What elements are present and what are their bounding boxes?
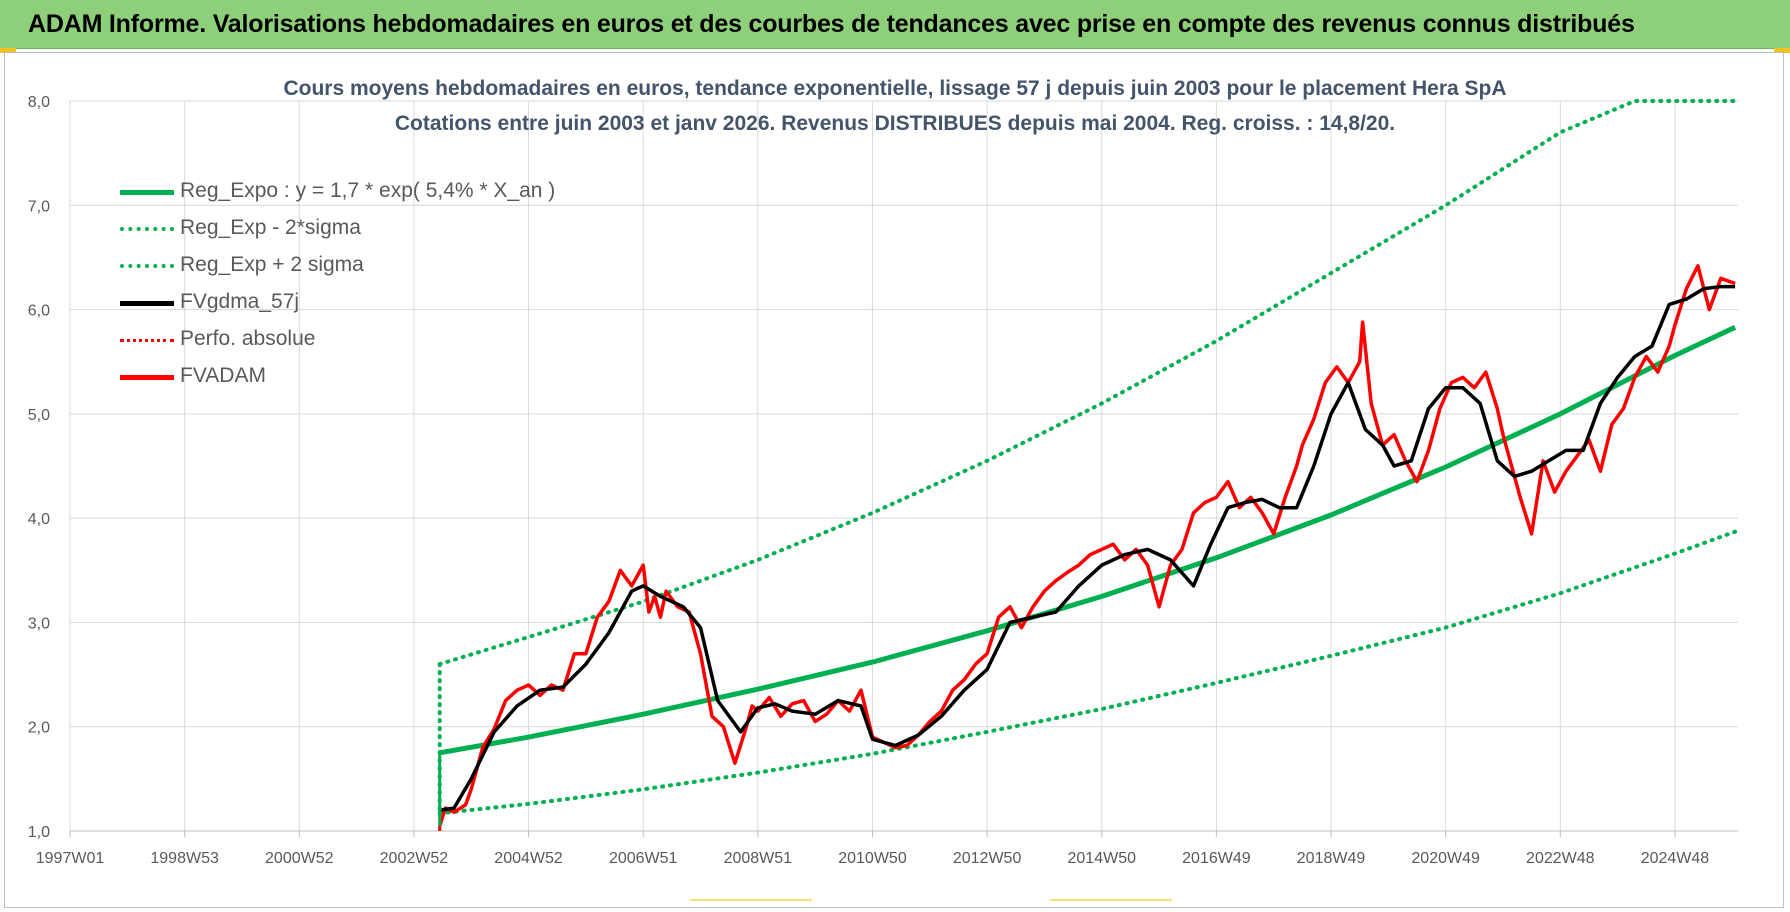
corner-mark-left xyxy=(0,48,16,53)
legend-swatch-fvgdma xyxy=(120,301,174,306)
y-tick-label: 8,0 xyxy=(28,94,50,111)
x-tick-label: 2012W50 xyxy=(953,850,1022,867)
x-tick-label: 2020W49 xyxy=(1411,850,1480,867)
legend-label-reg-exp-minus: Reg_Exp - 2*sigma xyxy=(180,216,361,239)
legend-label-reg-expo: Reg_Expo : y = 1,7 * exp( 5,4% * X_an ) xyxy=(180,179,556,202)
legend-swatch-fvadam xyxy=(120,375,174,380)
header-banner: ADAM Informe. Valorisations hebdomadaire… xyxy=(0,0,1790,49)
y-tick-label: 1,0 xyxy=(28,824,50,841)
y-tick-label: 5,0 xyxy=(28,407,50,424)
legend-label-fvgdma: FVgdma_57j xyxy=(180,290,300,313)
x-tick-label: 2000W52 xyxy=(265,850,334,867)
series-fvadam xyxy=(438,264,1736,827)
legend-swatch-reg-exp-plus xyxy=(120,264,174,268)
legend-swatch-perfo-absolue xyxy=(120,339,174,342)
y-tick-label: 4,0 xyxy=(28,511,50,528)
legend-label-fvadam: FVADAM xyxy=(180,364,266,387)
x-tick-label: 2018W49 xyxy=(1297,850,1366,867)
x-tick-label: 2010W50 xyxy=(838,850,907,867)
x-tick-label: 2002W52 xyxy=(380,850,449,867)
x-tick-label: 2006W51 xyxy=(609,850,678,867)
y-tick-label: 2,0 xyxy=(28,720,50,737)
x-tick-label: 2004W52 xyxy=(494,850,563,867)
banner-title: ADAM Informe. Valorisations hebdomadaire… xyxy=(28,10,1635,38)
y-tick-label: 7,0 xyxy=(28,198,50,215)
series-reg-exp-plus xyxy=(437,99,1738,667)
legend-label-reg-exp-plus: Reg_Exp + 2 sigma xyxy=(180,253,364,276)
chart-title: Cours moyens hebdomadaires en euros, ten… xyxy=(283,77,1507,100)
x-tick-label: 2014W50 xyxy=(1068,850,1137,867)
x-tick-label: 2016W49 xyxy=(1182,850,1251,867)
x-tick-label: 2008W51 xyxy=(724,850,793,867)
decor-mark xyxy=(1050,899,1172,901)
legend-swatch-reg-expo xyxy=(120,190,174,195)
series-reg-exp-minus xyxy=(437,529,1738,816)
x-tick-label: 2022W48 xyxy=(1526,850,1595,867)
x-tick-label: 2024W48 xyxy=(1641,850,1710,867)
x-tick-label: 1998W53 xyxy=(150,850,219,867)
corner-mark-right xyxy=(1774,48,1790,53)
decor-mark xyxy=(690,899,812,901)
y-tick-label: 6,0 xyxy=(28,303,50,320)
x-tick-label: 1997W01 xyxy=(36,850,105,867)
chart-frame xyxy=(4,52,1784,908)
series-fvgdma xyxy=(439,284,1736,812)
legend-label-perfo-absolue: Perfo. absolue xyxy=(180,327,316,350)
chart-subtitle: Cotations entre juin 2003 et janv 2026. … xyxy=(394,112,1396,135)
legend-swatch-reg-exp-minus xyxy=(120,227,174,231)
series-reg-expo xyxy=(439,325,1737,756)
y-tick-label: 3,0 xyxy=(28,615,50,632)
